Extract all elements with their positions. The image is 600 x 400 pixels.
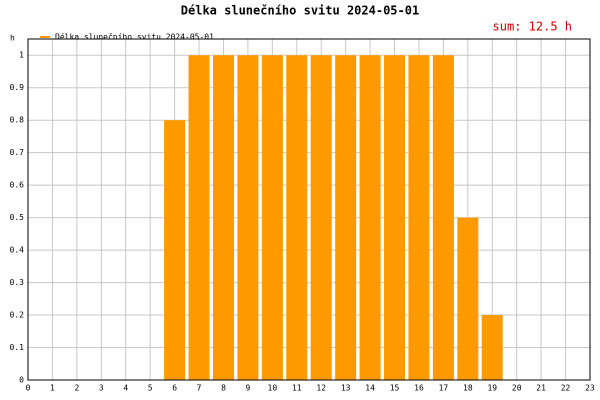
y-tick-label: 0.4 <box>10 246 25 255</box>
bar <box>408 55 430 380</box>
x-tick-label: 6 <box>172 384 177 393</box>
bar <box>212 55 234 380</box>
x-tick-label: 23 <box>585 384 595 393</box>
y-tick-label: 0.3 <box>10 278 25 287</box>
x-tick-label: 1 <box>50 384 55 393</box>
bar <box>261 55 283 380</box>
chart-title: Délka slunečního svitu 2024-05-01 <box>181 4 419 18</box>
y-tick-label: 0.1 <box>10 343 25 352</box>
x-tick-label: 13 <box>341 384 351 393</box>
x-tick-label: 3 <box>99 384 104 393</box>
x-tick-label: 5 <box>148 384 153 393</box>
x-tick-label: 11 <box>292 384 302 393</box>
x-tick-label: 19 <box>487 384 497 393</box>
x-tick-label: 14 <box>365 384 375 393</box>
bar <box>432 55 454 380</box>
bar <box>457 217 479 380</box>
bar <box>481 315 503 380</box>
x-tick-label: 12 <box>316 384 326 393</box>
plot-border <box>27 38 591 381</box>
x-tick-label: 4 <box>123 384 128 393</box>
x-tick-label: 21 <box>536 384 546 393</box>
x-tick-label: 22 <box>561 384 571 393</box>
legend-label: Délka slunečního svitu 2024-05-01 <box>55 32 214 42</box>
x-tick-label: 2 <box>74 384 79 393</box>
y-tick-label: 0 <box>19 376 24 385</box>
y-tick-label: 0.6 <box>10 181 25 190</box>
bar <box>164 120 186 380</box>
x-tick-label: 20 <box>512 384 522 393</box>
bar <box>237 55 259 380</box>
x-tick-label: 17 <box>439 384 449 393</box>
annotation: sum: 12.5 h <box>493 20 572 34</box>
y-tick-label: 0.2 <box>10 311 25 320</box>
x-tick-label: 8 <box>221 384 226 393</box>
y-axis-label: h <box>10 34 15 43</box>
bar <box>188 55 210 380</box>
y-tick-label: 0.7 <box>10 148 25 157</box>
y-tick-label: 0.8 <box>10 116 25 125</box>
plot-area <box>27 38 591 381</box>
y-tick-label: 0.9 <box>10 83 25 92</box>
y-tick-label: 1 <box>19 51 24 60</box>
bar <box>310 55 332 380</box>
bar <box>384 55 406 380</box>
x-tick-label: 9 <box>245 384 250 393</box>
bar <box>335 55 357 380</box>
x-tick-label: 16 <box>414 384 424 393</box>
x-tick-label: 18 <box>463 384 473 393</box>
bar <box>286 55 308 380</box>
x-tick-label: 15 <box>390 384 400 393</box>
x-tick-label: 7 <box>197 384 202 393</box>
x-tick-label: 10 <box>268 384 278 393</box>
bar <box>359 55 381 380</box>
x-tick-label: 0 <box>26 384 31 393</box>
y-tick-label: 0.5 <box>10 213 25 222</box>
